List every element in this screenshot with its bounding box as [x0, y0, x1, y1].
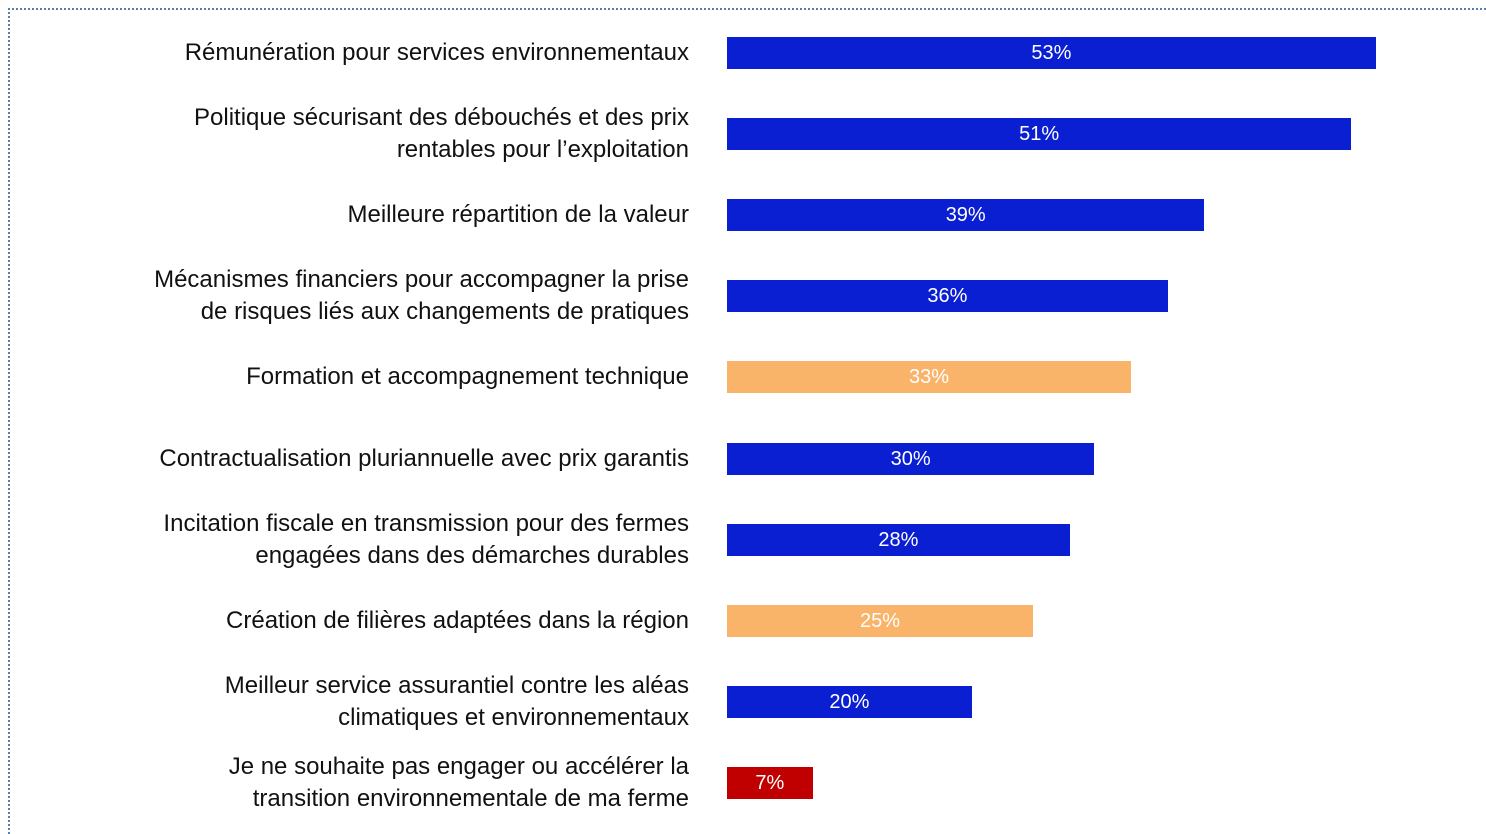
value-label: 33% — [908, 366, 949, 389]
value-label: 20% — [829, 690, 870, 713]
bar — [727, 361, 1131, 394]
value-label: 51% — [1019, 123, 1060, 146]
category-label: Contractualisation pluriannuelle avec pr… — [159, 444, 689, 472]
frame — [8, 8, 1486, 834]
category-label: Politique sécurisant des débouchés et de… — [194, 104, 689, 164]
value-label: 36% — [927, 285, 968, 308]
category-label: Meilleur service assurantiel contre les … — [224, 671, 689, 731]
bar — [727, 766, 813, 799]
value-label: 25% — [860, 609, 901, 632]
value-label: 30% — [890, 447, 931, 470]
bar — [727, 37, 1376, 69]
bar — [727, 604, 1034, 637]
category-label: Meilleure répartition de la valeur — [347, 201, 689, 229]
category-label: Formation et accompagnement technique — [246, 363, 689, 391]
value-label: 7% — [755, 771, 785, 794]
bar — [727, 118, 1352, 151]
bar — [727, 523, 1070, 556]
value-label: 53% — [1031, 42, 1072, 64]
bar — [727, 280, 1168, 313]
bar — [727, 442, 1095, 475]
category-label: Mécanismes financiers pour accompagner l… — [154, 266, 689, 326]
value-label: 28% — [878, 528, 919, 551]
category-label: Incitation fiscale en transmission pour … — [163, 509, 689, 569]
category-label: Je ne souhaite pas engager ou accélérer … — [228, 752, 689, 812]
value-label: 39% — [945, 204, 986, 227]
bar — [727, 199, 1205, 232]
category-label: Rémunération pour services environnement… — [184, 39, 689, 66]
category-label: Création de filières adaptées dans la ré… — [226, 606, 689, 634]
bar — [727, 685, 972, 718]
